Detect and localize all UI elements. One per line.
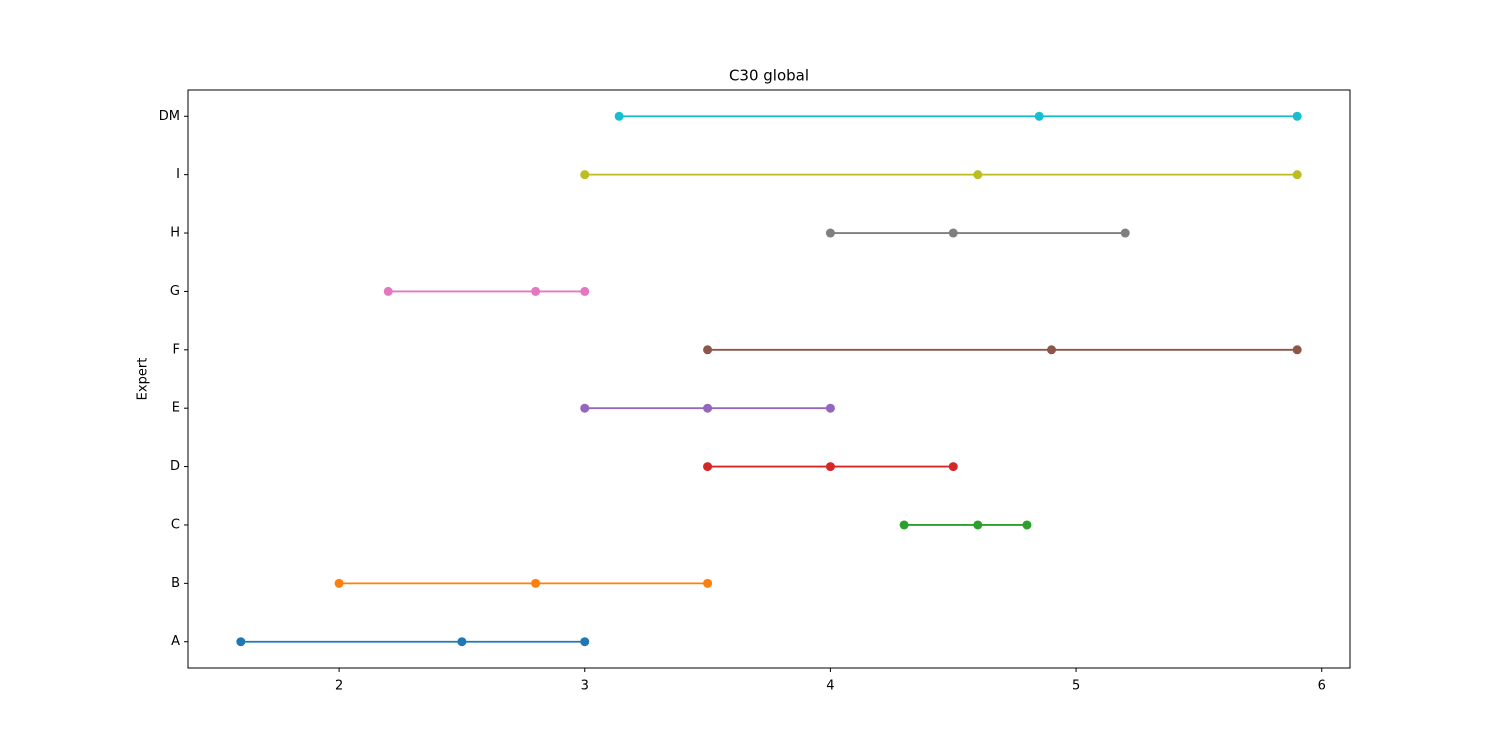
range-point [1292, 111, 1302, 121]
y-tick-label: G [170, 284, 180, 299]
range-point [236, 637, 246, 647]
range-point [580, 637, 590, 647]
x-tick-label: 5 [1072, 679, 1080, 694]
range-point [703, 578, 713, 588]
y-axis-label: Expert [136, 358, 151, 401]
range-point [531, 286, 541, 296]
x-tick-label: 4 [826, 679, 834, 694]
range-point [703, 462, 713, 472]
y-tick-label: I [176, 167, 180, 182]
range-point [580, 170, 590, 180]
range-point [948, 228, 958, 238]
range-point [973, 170, 983, 180]
range-point [580, 403, 590, 413]
range-point [703, 345, 713, 355]
range-point [1034, 111, 1044, 121]
range-point [825, 403, 835, 413]
range-point [825, 462, 835, 472]
range-point [334, 578, 344, 588]
plot-frame [187, 89, 1351, 669]
x-tick-label: 6 [1318, 679, 1326, 694]
y-tick-label: F [173, 342, 180, 357]
range-point [948, 462, 958, 472]
range-point [825, 228, 835, 238]
range-point [1022, 520, 1032, 530]
y-tick-label: C [171, 517, 180, 532]
range-point [580, 286, 590, 296]
y-tick-label: E [172, 401, 180, 416]
chart-title: C30 global [729, 67, 809, 85]
y-tick-label: B [171, 576, 180, 591]
range-point [1292, 170, 1302, 180]
y-tick-label: D [170, 459, 180, 474]
range-point [1292, 345, 1302, 355]
x-tick-label: 3 [581, 679, 589, 694]
range-point [614, 111, 624, 121]
range-point [1120, 228, 1130, 238]
range-point [973, 520, 983, 530]
y-tick-label: DM [159, 109, 180, 124]
y-tick-label: A [171, 634, 180, 649]
range-point [383, 286, 393, 296]
y-tick-label: H [170, 226, 180, 241]
x-tick-label: 2 [335, 679, 343, 694]
range-point [899, 520, 909, 530]
range-point [1047, 345, 1057, 355]
range-point [457, 637, 467, 647]
range-point [531, 578, 541, 588]
range-point [703, 403, 713, 413]
